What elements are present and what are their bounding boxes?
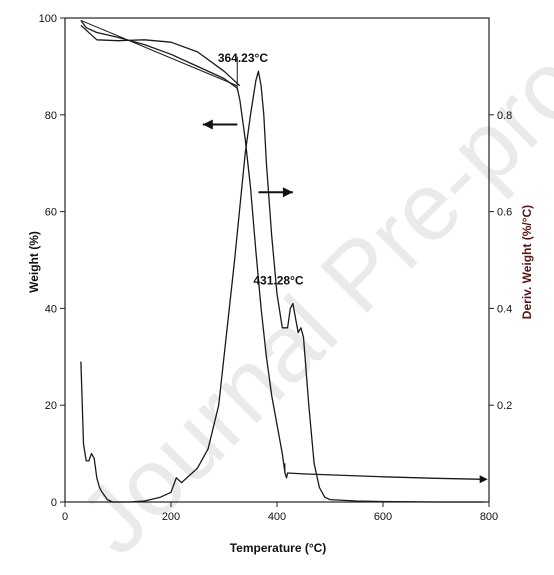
watermark: Journal Pre-proof [59, 0, 554, 575]
y-right-tick-label: 0.4 [497, 303, 512, 315]
onset-tangent-line [80, 19, 238, 87]
x-axis-title: Temperature (°C) [230, 541, 327, 555]
y-axis-right-title: Deriv. Weight (%/°C) [520, 205, 534, 319]
x-tick-label: 800 [480, 511, 498, 523]
series-line-2 [80, 70, 484, 503]
x-tick-label: 200 [162, 511, 180, 523]
series-line-3 [80, 24, 241, 87]
y-right-tick-label: 0.6 [497, 207, 512, 219]
series-layer [80, 19, 484, 503]
x-tick-label: 600 [374, 511, 392, 523]
y-right-tick-label: 0.8 [497, 110, 512, 122]
y-left-tick-label: 0 [51, 497, 57, 509]
peak-annotation-1: 364.23°C [218, 51, 269, 65]
y-axis-left-title: Weight (%) [27, 231, 41, 293]
y-left-tick-label: 20 [45, 400, 57, 412]
annotation-layer: 364.23°C 431.28°C [218, 51, 304, 288]
arrow-layer [202, 119, 488, 484]
axis-arrow-head-1 [202, 119, 213, 130]
y-left-tick-label: 100 [39, 13, 57, 25]
axis-arrow-head-2 [282, 187, 293, 198]
residue-arrow-head [479, 475, 488, 484]
x-tick-label: 400 [268, 511, 286, 523]
y-left-tick-label: 80 [45, 110, 57, 122]
y-left-tick-label: 60 [45, 207, 57, 219]
y-left-tick-label: 40 [45, 303, 57, 315]
ticks-layer: 0 200 400 600 800 0 20 40 60 80 100 0.2 0.4 0.6 0.8 [39, 13, 513, 523]
peak-annotation-2: 431.28°C [253, 274, 304, 288]
x-tick-label: 0 [62, 511, 68, 523]
y-right-tick-label: 0.2 [497, 400, 512, 412]
